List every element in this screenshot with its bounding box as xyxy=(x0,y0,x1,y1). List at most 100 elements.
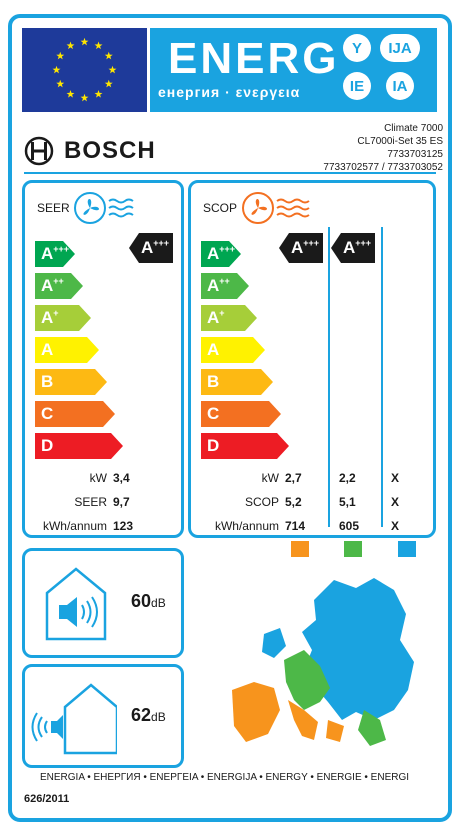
outdoor-noise-panel: 62dB xyxy=(22,664,184,768)
row-label-kwh: kWh/annum xyxy=(214,519,279,533)
brand-name: BOSCH xyxy=(64,137,156,164)
heating-class-arrow: C xyxy=(201,401,281,427)
heating-fan-icon xyxy=(242,192,310,224)
column-divider xyxy=(328,227,330,527)
heating-rating-sup: +++ xyxy=(355,238,372,248)
lang-code-ija: IJA xyxy=(380,34,420,62)
cooling-class-sup: ++ xyxy=(53,276,64,286)
map-region-warm xyxy=(288,700,318,740)
eu-star-icon xyxy=(104,51,113,60)
cooling-class-arrow: A+++ xyxy=(35,241,75,267)
energy-header: ENERG енергия · ενεργεια Y IJA IE IA xyxy=(150,28,437,112)
outdoor-speaker-icon xyxy=(31,683,117,755)
heating-class-arrow: A xyxy=(201,337,265,363)
seer-label: SEER xyxy=(37,201,70,215)
eu-flag xyxy=(22,28,147,112)
cooling-class-label: A++ xyxy=(41,276,64,295)
map-region-warm xyxy=(232,682,280,742)
cooling-class-label: A+++ xyxy=(41,244,70,263)
model-line: CL7000i-Set 35 ES xyxy=(357,136,443,147)
eu-star-icon xyxy=(108,65,117,74)
energy-subtitle: енергия · ενεργεια xyxy=(158,84,301,100)
scop-label: SCOP xyxy=(203,201,238,215)
heating-class-label: C xyxy=(207,404,220,423)
cooling-class-arrow: D xyxy=(35,433,123,459)
cooling-class-label: A xyxy=(41,340,54,359)
heating-class-label: D xyxy=(207,436,220,455)
map-region-warm xyxy=(326,720,344,742)
model-info: Climate 7000 CL7000i-Set 35 ES 773370312… xyxy=(323,122,443,174)
outdoor-noise-value: 62dB xyxy=(131,705,166,726)
heating-kw-average: 2,2 xyxy=(339,471,356,485)
heating-rating-badge-average: A+++ xyxy=(331,233,375,263)
outdoor-db-number: 62 xyxy=(131,705,152,725)
heating-class-label: B xyxy=(207,372,220,391)
cooling-class-sup: + xyxy=(53,308,59,318)
bosch-logo-icon xyxy=(24,136,54,166)
zone-cold-square xyxy=(398,541,416,557)
model-line: Climate 7000 xyxy=(384,123,443,134)
model-line: 7733703125 xyxy=(387,149,443,160)
heating-class-label: A+++ xyxy=(207,244,236,263)
cooling-class-arrow: B xyxy=(35,369,107,395)
cooling-rating: A xyxy=(141,238,154,257)
map-region-cold xyxy=(302,578,414,720)
indoor-db-unit: dB xyxy=(151,596,166,610)
indoor-noise-value: 60dB xyxy=(131,591,166,612)
indoor-db-number: 60 xyxy=(131,591,152,611)
zone-average-square xyxy=(344,541,362,557)
heating-class-arrow: B xyxy=(201,369,273,395)
lang-code-y: Y xyxy=(343,34,371,62)
eu-star-icon xyxy=(52,65,61,74)
cooling-kwh-value: 123 xyxy=(113,519,134,533)
cooling-class-arrow: A xyxy=(35,337,99,363)
heating-class-label: A++ xyxy=(207,276,230,295)
regulation-number: 626/2011 xyxy=(24,793,70,805)
heating-class-label: A+ xyxy=(207,308,225,327)
heating-scop-average: 5,1 xyxy=(339,495,356,509)
eu-star-icon xyxy=(104,79,113,88)
heating-class-sup: ++ xyxy=(219,276,230,286)
heating-class-label: A xyxy=(207,340,220,359)
eu-star-icon xyxy=(56,79,65,88)
cooling-class-label: C xyxy=(41,404,54,423)
cooling-class-label: A+ xyxy=(41,308,59,327)
row-label-kw: kW xyxy=(261,471,279,485)
heating-kwh-average: 605 xyxy=(339,519,360,533)
eu-star-icon xyxy=(66,90,75,98)
column-divider xyxy=(381,227,383,527)
heating-rating-badge-warm: A+++ xyxy=(279,233,323,263)
cooling-rating-badge: A+++ xyxy=(129,233,173,263)
footer-languages: ENERGIA • ЕНЕРГИЯ • ΕΝΕΡΓΕΙΑ • ENERGIJA … xyxy=(40,772,410,783)
map-region-cold xyxy=(262,628,286,658)
cooling-rating-sup: +++ xyxy=(153,238,170,248)
indoor-speaker-icon xyxy=(45,567,107,641)
row-label-scop: SCOP xyxy=(244,495,279,509)
eu-star-icon xyxy=(56,51,65,60)
eu-star-icon xyxy=(94,90,103,98)
indoor-noise-panel: 60dB xyxy=(22,548,184,658)
heating-class-sup: + xyxy=(219,308,225,318)
cooling-kw-value: 3,4 xyxy=(113,471,130,485)
heating-class-arrow: A+ xyxy=(201,305,257,331)
eu-star-icon xyxy=(66,41,75,50)
row-label-kw: kW xyxy=(89,471,107,485)
cooling-fan-icon xyxy=(74,192,134,224)
heating-class-arrow: D xyxy=(201,433,289,459)
map-region-average xyxy=(284,650,330,710)
outdoor-db-unit: dB xyxy=(151,710,166,724)
heating-scop-warm: 5,2 xyxy=(285,495,302,509)
heating-kwh-cold: X xyxy=(391,519,400,533)
eu-star-icon xyxy=(80,93,89,102)
zone-warm-square xyxy=(291,541,309,557)
divider xyxy=(24,172,436,174)
cooling-class-arrow: C xyxy=(35,401,115,427)
heating-rating: A xyxy=(343,238,356,257)
heating-scop-cold: X xyxy=(391,495,400,509)
heating-class-arrow: A++ xyxy=(201,273,249,299)
cooling-class-label: B xyxy=(41,372,54,391)
heating-rating: A xyxy=(291,238,304,257)
lang-code-ia: IA xyxy=(386,72,414,100)
cooling-class-arrow: A++ xyxy=(35,273,83,299)
heating-rating-sup: +++ xyxy=(303,238,320,248)
